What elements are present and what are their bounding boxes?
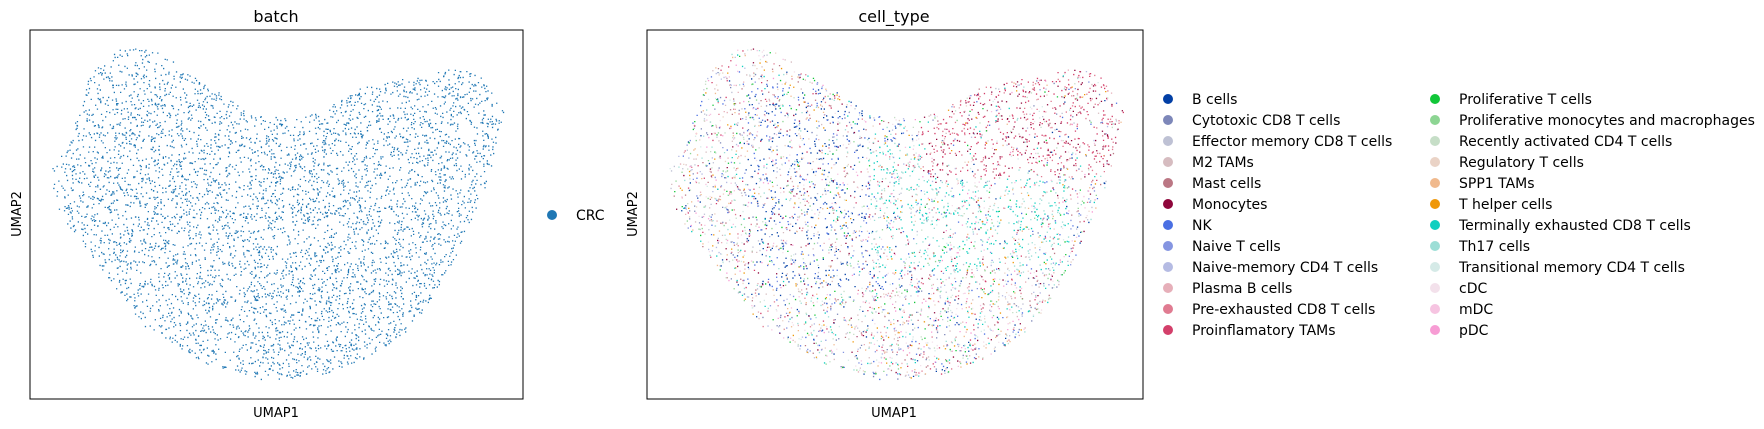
legend-label: Terminally exhausted CD8 T cells	[1458, 218, 1691, 234]
scatter-dots-naive-t-cells	[686, 74, 1108, 376]
legend-label: M2 TAMs	[1192, 155, 1254, 171]
legend-marker	[1163, 178, 1173, 188]
legend-marker	[1430, 262, 1440, 272]
legend-label: B cells	[1192, 92, 1237, 108]
axes-frame-cell-type	[646, 29, 1144, 400]
legend-marker	[1430, 325, 1440, 335]
legend-marker	[1163, 304, 1173, 314]
title-batch: batch	[253, 7, 298, 26]
legend-marker	[1430, 283, 1440, 293]
legend-marker	[1430, 241, 1440, 251]
xlabel-batch: UMAP1	[253, 406, 299, 421]
scatter-dots-effector-memory-cd8-t-cells	[670, 54, 1119, 378]
legend-marker	[1430, 199, 1440, 209]
legend-marker	[1163, 94, 1173, 104]
legend-label: mDC	[1459, 302, 1493, 318]
legend-label: NK	[1192, 218, 1212, 234]
legend-label: Proliferative T cells	[1459, 92, 1592, 108]
title-cell-type: cell_type	[858, 7, 929, 27]
scatter-points-cell-type	[669, 48, 1124, 381]
legend-label: Mast cells	[1192, 176, 1261, 192]
scatter-dots-monocytes	[676, 48, 1123, 374]
legend-marker	[1430, 304, 1440, 314]
legend-marker	[1163, 241, 1173, 251]
legend-marker	[1163, 115, 1173, 125]
legend-label: Naive T cells	[1192, 239, 1281, 255]
legend-label: cDC	[1459, 281, 1487, 297]
ylabel-cell-type: UMAP2	[626, 191, 641, 237]
legend-label: Recently activated CD4 T cells	[1459, 134, 1672, 150]
legend-marker	[1163, 325, 1173, 335]
ylabel-batch: UMAP2	[10, 191, 25, 237]
legend-label: Cytotoxic CD8 T cells	[1192, 113, 1340, 129]
legend-marker	[1430, 178, 1440, 188]
legend-label: T helper cells	[1458, 197, 1552, 213]
scatter-dots-pdc	[689, 64, 1108, 372]
legend-label: Proinflamatory TAMs	[1192, 323, 1336, 339]
legend-marker-crc	[547, 210, 557, 220]
legend-label: SPP1 TAMs	[1459, 176, 1535, 192]
legend-marker	[1430, 157, 1440, 167]
xlabel-cell-type: UMAP1	[871, 406, 917, 421]
legend-marker	[1163, 262, 1173, 272]
legend-marker	[1430, 220, 1440, 230]
scatter-dots-plasma-b-cells	[679, 69, 1113, 376]
scatter-dots-th17-cells	[678, 50, 1114, 371]
scatter-points-batch	[52, 48, 505, 381]
legend-batch: CRC	[547, 208, 605, 224]
legend-label: Effector memory CD8 T cells	[1192, 134, 1392, 150]
legend-marker	[1430, 136, 1440, 146]
legend-label: Regulatory T cells	[1459, 155, 1584, 171]
scatter-dots-nk	[682, 71, 1118, 381]
scatter-dots-terminally-exhausted-cd8-t-cells	[683, 54, 1096, 377]
legend-label: Naive-memory CD4 T cells	[1192, 260, 1378, 276]
legend-cell-type: B cells Cytotoxic CD8 T cells Effector mem…	[1163, 92, 1755, 339]
scatter-dots-spp1-tams	[691, 54, 1122, 375]
legend-label: Pre-exhausted CD8 T cells	[1192, 302, 1375, 318]
scatter-dots-crc	[52, 48, 505, 381]
legend-marker	[1163, 136, 1173, 146]
legend-label: Monocytes	[1192, 197, 1267, 213]
legend-label: Proliferative monocytes and macrophages	[1459, 113, 1755, 129]
legend-marker	[1163, 220, 1173, 230]
legend-label-crc: CRC	[576, 208, 605, 224]
legend-marker	[1163, 157, 1173, 167]
legend-marker	[1163, 199, 1173, 209]
legend-marker	[1430, 94, 1440, 104]
legend-label: pDC	[1459, 323, 1489, 339]
legend-label: Plasma B cells	[1192, 281, 1292, 297]
panel-batch: batch UMAP1 UMAP2 CRC	[10, 7, 605, 421]
scatter-dots-proliferative-t-cells	[674, 52, 1085, 375]
axes-frame-batch	[29, 29, 524, 400]
legend-marker	[1163, 283, 1173, 293]
scatter-dots-proinflamatory-tams	[687, 50, 1124, 376]
legend-label: Transitional memory CD4 T cells	[1458, 260, 1685, 276]
legend-label: Th17 cells	[1458, 239, 1530, 255]
panel-cell-type: cell_type UMAP1 UMAP2 B cells Cytotoxic C…	[626, 7, 1755, 421]
legend-marker	[1430, 115, 1440, 125]
